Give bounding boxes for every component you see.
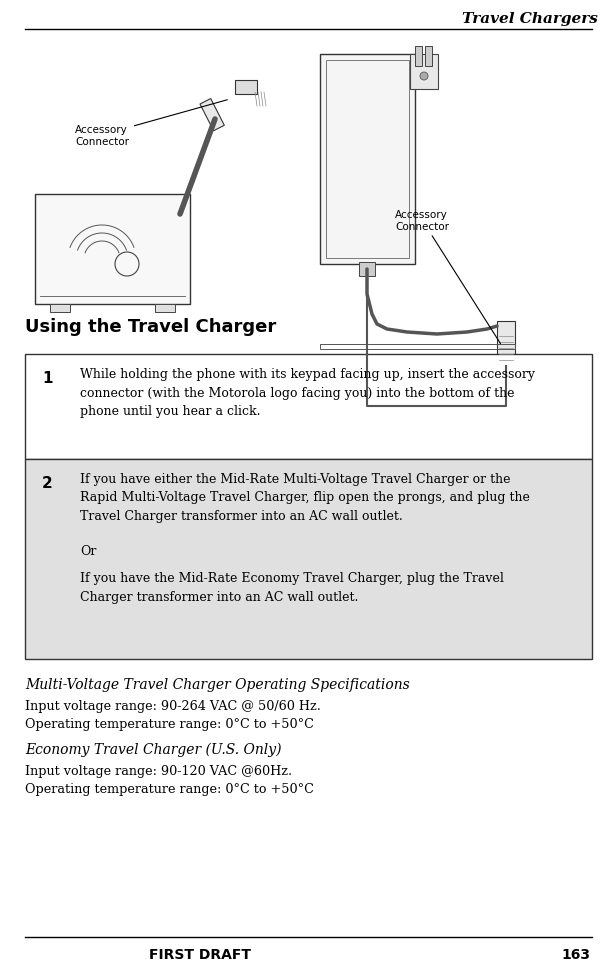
- Text: 1: 1: [42, 371, 52, 385]
- Text: If you have the Mid-Rate Economy Travel Charger, plug the Travel
Charger transfo: If you have the Mid-Rate Economy Travel …: [80, 572, 504, 603]
- Text: Operating temperature range: 0°C to +50°C: Operating temperature range: 0°C to +50°…: [25, 782, 314, 795]
- Bar: [320, 345, 515, 350]
- Bar: [326, 61, 409, 259]
- Text: Input voltage range: 90-120 VAC @60Hz.: Input voltage range: 90-120 VAC @60Hz.: [25, 764, 292, 777]
- Bar: [497, 322, 515, 366]
- Bar: [25, 459, 592, 659]
- Text: Or: Or: [80, 545, 97, 557]
- Bar: [200, 99, 224, 132]
- Text: FIRST DRAFT: FIRST DRAFT: [149, 947, 251, 961]
- Bar: [359, 262, 375, 277]
- Bar: [410, 55, 438, 90]
- Text: If you have either the Mid-Rate Multi-Voltage Travel Charger or the
Rapid Multi-: If you have either the Mid-Rate Multi-Vo…: [80, 473, 530, 523]
- Text: Travel Chargers: Travel Chargers: [462, 12, 598, 26]
- Bar: [235, 81, 257, 95]
- Bar: [50, 305, 70, 312]
- Bar: [155, 305, 175, 312]
- Circle shape: [502, 357, 509, 363]
- Text: 2: 2: [42, 476, 53, 490]
- Text: 163: 163: [561, 947, 590, 961]
- Bar: [415, 47, 422, 67]
- Bar: [25, 355, 592, 459]
- Text: While holding the phone with its keypad facing up, insert the accessory
connecto: While holding the phone with its keypad …: [80, 368, 535, 418]
- Bar: [320, 55, 415, 264]
- Text: Multi-Voltage Travel Charger Operating Specifications: Multi-Voltage Travel Charger Operating S…: [25, 678, 410, 691]
- Text: Accessory
Connector: Accessory Connector: [395, 209, 501, 344]
- Text: Using the Travel Charger: Using the Travel Charger: [25, 318, 276, 335]
- Bar: [425, 47, 432, 67]
- Text: Accessory
Connector: Accessory Connector: [75, 101, 228, 146]
- Text: Economy Travel Charger (U.S. Only): Economy Travel Charger (U.S. Only): [25, 742, 282, 756]
- Text: Operating temperature range: 0°C to +50°C: Operating temperature range: 0°C to +50°…: [25, 717, 314, 730]
- Bar: [35, 195, 190, 305]
- Text: Input voltage range: 90-264 VAC @ 50/60 Hz.: Input voltage range: 90-264 VAC @ 50/60 …: [25, 700, 321, 712]
- Circle shape: [420, 73, 428, 81]
